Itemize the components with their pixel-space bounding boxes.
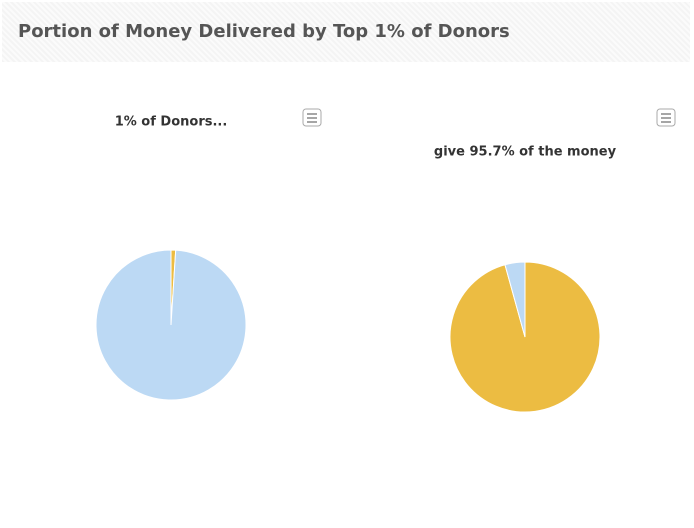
pie-slice	[95, 249, 247, 401]
menu-lines	[307, 113, 317, 123]
menu-button[interactable]	[302, 108, 322, 127]
menu-button[interactable]	[656, 108, 676, 127]
header-title: Portion of Money Delivered by Top 1% of …	[18, 21, 510, 42]
chart-title: 1% of Donors...	[115, 115, 228, 130]
menu-lines	[661, 113, 671, 123]
header: Portion of Money Delivered by Top 1% of …	[2, 2, 690, 62]
chart-title: give 95.7% of the money	[434, 145, 617, 160]
pie-slice	[504, 261, 526, 338]
